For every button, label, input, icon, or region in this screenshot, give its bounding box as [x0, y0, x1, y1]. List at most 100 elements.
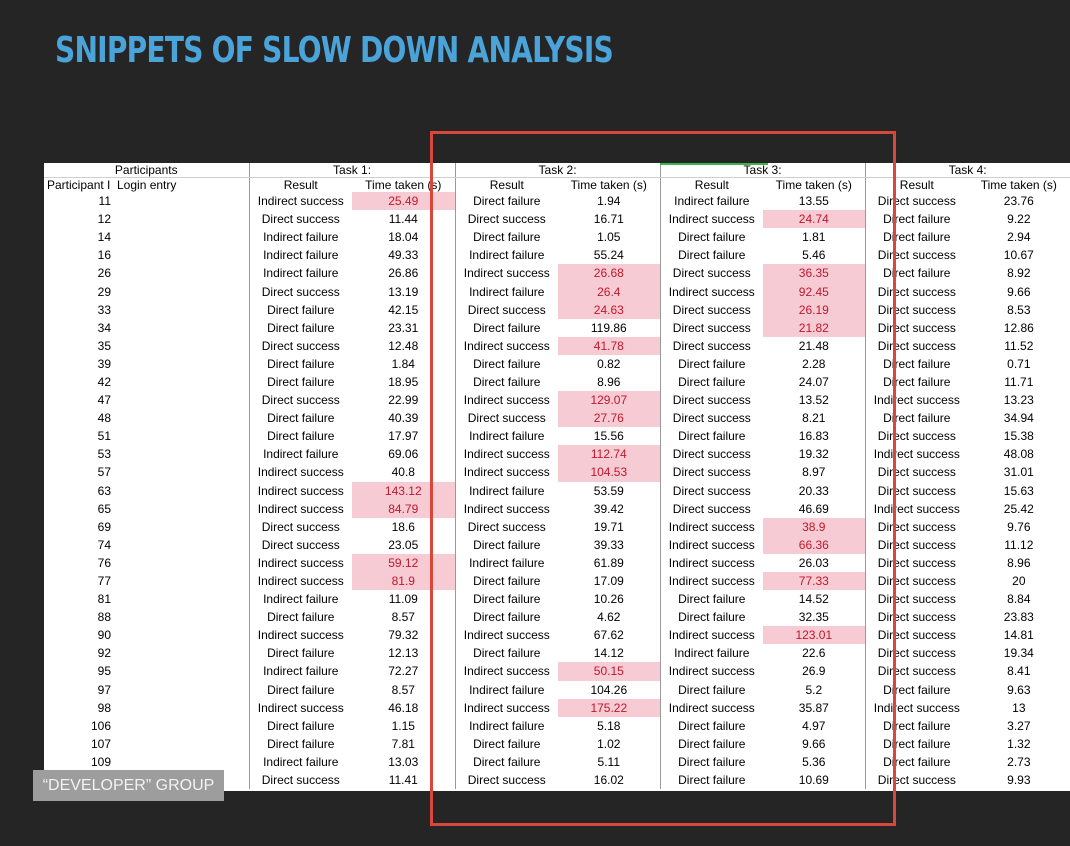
time-taken-cell: 8.57: [352, 608, 456, 627]
result-cell: Direct failure: [678, 592, 746, 607]
column-header: Login entry: [114, 177, 250, 192]
participant-id: 39: [97, 356, 111, 371]
login-entry: [114, 300, 250, 319]
result-cell: Indirect success: [463, 338, 550, 353]
result-cell: Indirect success: [463, 628, 550, 643]
participant-id: 69: [97, 519, 111, 534]
time-taken-cell: 19.71: [558, 517, 661, 536]
result-cell: Direct failure: [678, 773, 746, 788]
result-cell: Direct success: [261, 284, 340, 299]
time-taken-cell: 35.87: [763, 698, 866, 717]
result-cell: Direct failure: [267, 646, 335, 661]
time-taken-cell: 92.45: [763, 282, 866, 301]
participant-id: 47: [97, 393, 111, 408]
time-taken-cell: 13.03: [352, 752, 456, 771]
time-taken-cell: 53.59: [558, 481, 661, 500]
login-entry: [114, 626, 250, 645]
result-cell: Direct success: [467, 302, 546, 317]
group-header: Task 1:: [249, 163, 456, 178]
group-header: Task 4:: [865, 163, 1070, 178]
result-cell: Direct failure: [267, 718, 335, 733]
table-row: 98 Indirect success 46.18 Indirect success 1…: [44, 698, 1070, 717]
spreadsheet: Participants Task 1: Task 2: Task 3: Task 4:…: [44, 163, 1070, 791]
participant-id: 12: [97, 212, 111, 227]
time-taken-cell: 2.28: [763, 354, 866, 373]
result-cell: Indirect success: [257, 574, 344, 589]
login-entry: [114, 264, 250, 283]
table-row: 51 Direct failure 17.97 Indirect failure 15.…: [44, 427, 1070, 446]
result-cell: Direct failure: [678, 682, 746, 697]
time-taken-cell: 49.33: [352, 246, 456, 265]
participant-id: 109: [90, 754, 111, 769]
login-entry: [114, 445, 250, 464]
result-cell: Direct failure: [883, 736, 951, 751]
result-cell: Indirect success: [668, 519, 755, 534]
time-taken-cell: 46.69: [763, 499, 866, 518]
result-cell: Indirect success: [463, 266, 550, 281]
time-taken-cell: 0.71: [968, 354, 1070, 373]
result-cell: Direct failure: [883, 682, 951, 697]
time-taken-cell: 129.07: [558, 391, 661, 410]
table-row: 90 Indirect success 79.32 Indirect success 6…: [44, 626, 1070, 645]
participant-id: 95: [97, 664, 111, 679]
participant-id: 63: [97, 483, 111, 498]
time-taken-cell: 12.48: [352, 336, 456, 355]
result-cell: Direct success: [672, 320, 751, 335]
participant-id: 29: [97, 284, 111, 299]
result-cell: Indirect failure: [674, 646, 750, 661]
time-taken-cell: 13.23: [968, 391, 1070, 410]
cell-selection-marker: [660, 163, 768, 165]
time-taken-cell: 11.71: [968, 372, 1070, 392]
time-taken-cell: 46.18: [352, 698, 456, 717]
time-taken-cell: 8.96: [558, 372, 661, 392]
time-taken-cell: 5.18: [558, 716, 661, 735]
result-cell: Direct failure: [678, 374, 746, 389]
time-taken-cell: 20.33: [763, 481, 866, 500]
participant-id: 35: [97, 338, 111, 353]
time-taken-cell: 25.49: [352, 192, 456, 211]
login-entry: [114, 553, 250, 572]
column-header: Time taken (s): [763, 177, 866, 192]
time-taken-cell: 41.78: [558, 336, 661, 355]
result-cell: Indirect failure: [469, 429, 545, 444]
table-row: 39 Direct failure 1.84 Direct failure 0.82 Di…: [44, 354, 1070, 373]
time-taken-cell: 14.81: [968, 626, 1070, 645]
time-taken-cell: 22.99: [352, 391, 456, 410]
table-row: 33 Direct failure 42.15 Direct success 24.63…: [44, 300, 1070, 319]
result-cell: Direct success: [877, 284, 956, 299]
table-row: 12 Direct success 11.44 Direct success 16.71…: [44, 210, 1070, 229]
time-taken-cell: 11.52: [968, 336, 1070, 355]
group-header: Task 3:: [660, 163, 866, 178]
table-row: 88 Direct failure 8.57 Direct failure 4.62 Di…: [44, 608, 1070, 627]
table-row: 77 Indirect success 81.9 Direct failure 17.0…: [44, 571, 1070, 591]
time-taken-cell: 31.01: [968, 463, 1070, 482]
result-cell: Direct failure: [267, 374, 335, 389]
result-cell: Indirect failure: [263, 592, 339, 607]
table-row: 35 Direct success 12.48 Indirect success 41.…: [44, 336, 1070, 355]
column-header-row: Participant I Login entry Result Time taken…: [44, 177, 1070, 192]
time-taken-cell: 32.35: [763, 608, 866, 627]
time-taken-cell: 23.76: [968, 192, 1070, 211]
time-taken-cell: 50.15: [558, 662, 661, 681]
result-cell: Direct failure: [267, 736, 335, 751]
result-cell: Direct failure: [473, 592, 541, 607]
group-header: Participants: [44, 163, 250, 178]
time-taken-cell: 119.86: [558, 318, 661, 337]
result-cell: Direct failure: [267, 610, 335, 625]
time-taken-cell: 175.22: [558, 698, 661, 717]
login-entry: [114, 499, 250, 518]
result-cell: Indirect failure: [263, 230, 339, 245]
login-entry: [114, 698, 250, 717]
group-header: Task 2:: [455, 163, 661, 178]
table-row: 14 Indirect failure 18.04 Direct failure 1.0…: [44, 228, 1070, 247]
table-row: 48 Direct failure 40.39 Direct success 27.76…: [44, 409, 1070, 428]
time-taken-cell: 1.81: [763, 228, 866, 247]
result-cell: Direct success: [877, 194, 956, 209]
result-cell: Direct success: [672, 393, 751, 408]
result-cell: Indirect success: [463, 447, 550, 462]
time-taken-cell: 16.02: [558, 771, 661, 790]
time-taken-cell: 10.69: [763, 771, 866, 790]
time-taken-cell: 18.6: [352, 517, 456, 536]
time-taken-cell: 39.42: [558, 499, 661, 518]
time-taken-cell: 9.66: [968, 282, 1070, 301]
